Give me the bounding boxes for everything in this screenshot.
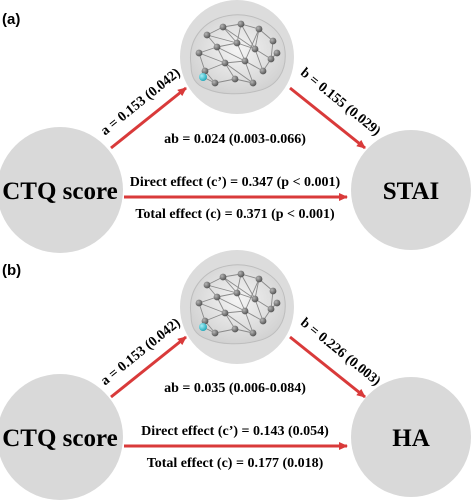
outcome-label: HA: [392, 425, 430, 452]
path-a-arrow: [110, 335, 187, 399]
network-edge: [254, 48, 264, 72]
network-node: [267, 305, 275, 313]
network-edge: [204, 312, 226, 322]
network-node: [269, 287, 277, 295]
brain-silhouette: [190, 264, 286, 345]
network-edge: [240, 273, 256, 300]
network-node: [251, 295, 259, 303]
total-effect-label: Total effect (c) = 0.177 (0.018): [147, 456, 324, 471]
network-node: [249, 329, 257, 337]
network-node: [203, 281, 211, 289]
network-node: [249, 79, 257, 87]
network-node: [211, 79, 219, 87]
network-node: [255, 25, 263, 33]
network-edge: [244, 278, 260, 312]
network-edge: [198, 302, 226, 314]
total-effect-label: Total effect (c) = 0.371 (p < 0.001): [135, 207, 335, 222]
network-edge: [240, 23, 256, 50]
network-edge: [206, 34, 238, 44]
network-edge: [222, 276, 238, 294]
predictor-node: [0, 127, 123, 253]
network-edge: [224, 62, 254, 84]
network-node: [213, 43, 221, 51]
path-b-arrow: [289, 335, 366, 399]
network-edge: [254, 298, 264, 322]
panel-label: (b): [2, 262, 21, 279]
direct-effect-label: Direct effect (c’) = 0.347 (p < 0.001): [130, 175, 341, 190]
network-node: [267, 55, 275, 63]
brain-network-icon: [190, 264, 286, 345]
brain-network-icon: [190, 14, 286, 95]
network-node: [241, 57, 249, 65]
panel-b: (b) CTQ score HA a = 0.153 (0.042) b = 0…: [0, 250, 471, 500]
network-node: [251, 45, 259, 53]
panel-a: (a) CTQ score STAI a = 0.153 (0.042) b =…: [0, 0, 471, 253]
network-node-highlight: [199, 323, 207, 331]
network-node: [195, 299, 203, 307]
network-node: [259, 317, 267, 325]
predictor-label: CTQ score: [2, 178, 118, 205]
network-node: [237, 20, 245, 28]
network-edge: [244, 60, 254, 84]
network-node: [203, 31, 211, 39]
network-edge: [206, 284, 238, 294]
network-node: [231, 325, 239, 333]
outcome-label: STAI: [383, 178, 440, 205]
network-node: [259, 67, 267, 75]
network-edge: [222, 26, 238, 44]
network-node: [211, 329, 219, 337]
network-node-highlight: [199, 73, 207, 81]
network-node: [233, 39, 241, 47]
network-node: [273, 49, 281, 57]
network-node: [237, 270, 245, 278]
network-node: [219, 23, 227, 31]
outcome-node: [351, 130, 471, 250]
network-node: [221, 59, 229, 67]
network-node: [273, 299, 281, 307]
network-edge: [222, 276, 256, 300]
mediator-node: [180, 250, 294, 364]
network-edge: [244, 310, 264, 322]
network-node: [269, 37, 277, 45]
network-edge: [244, 28, 260, 62]
path-a-label: a = 0.153 (0.042): [98, 65, 184, 138]
path-b-arrow: [289, 86, 366, 150]
predictor-node: [0, 374, 123, 500]
network-edge: [244, 60, 264, 72]
path-a-label: a = 0.153 (0.042): [98, 315, 184, 388]
network-edge: [216, 296, 246, 312]
indirect-effect-label: ab = 0.035 (0.006-0.084): [164, 381, 306, 396]
predictor-label: CTQ score: [2, 425, 118, 452]
network-node: [221, 309, 229, 317]
path-a-arrow: [110, 86, 187, 150]
network-edge: [222, 26, 256, 50]
network-node: [231, 75, 239, 83]
mediator-node: [180, 0, 294, 114]
network-edge: [198, 52, 226, 64]
network-edge: [204, 62, 226, 72]
network-edge: [216, 46, 246, 62]
brain-silhouette: [190, 14, 286, 95]
network-edge: [244, 310, 254, 334]
network-node: [219, 273, 227, 281]
network-edge: [224, 312, 254, 334]
direct-effect-label: Direct effect (c’) = 0.143 (0.054): [141, 424, 329, 439]
panel-label: (a): [2, 11, 20, 28]
outcome-node: [351, 377, 471, 497]
indirect-effect-label: ab = 0.024 (0.003-0.066): [164, 132, 306, 147]
network-node: [195, 49, 203, 57]
network-node: [201, 67, 209, 75]
network-node: [213, 293, 221, 301]
network-node: [241, 307, 249, 315]
network-node: [233, 289, 241, 297]
network-node: [255, 275, 263, 283]
network-node: [201, 317, 209, 325]
